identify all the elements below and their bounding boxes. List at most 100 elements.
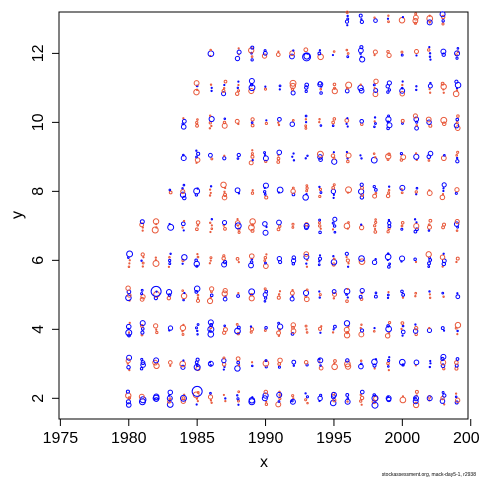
positive-residual-marker (140, 288, 144, 292)
negative-residual-marker (345, 48, 349, 52)
positive-residual-marker (125, 399, 131, 405)
negative-residual-marker (250, 55, 254, 58)
negative-residual-marker (358, 331, 365, 338)
positive-residual-marker (414, 396, 417, 400)
positive-residual-marker (414, 125, 419, 131)
positive-residual-marker (399, 184, 406, 191)
negative-residual-marker (250, 117, 255, 122)
negative-residual-marker (305, 186, 309, 190)
positive-residual-marker (388, 356, 391, 359)
positive-residual-marker (168, 262, 172, 266)
positive-residual-marker (210, 89, 213, 93)
negative-residual-marker (427, 223, 431, 227)
positive-residual-marker (441, 291, 445, 295)
negative-residual-marker (196, 391, 200, 394)
negative-residual-marker (168, 255, 171, 259)
positive-residual-marker (319, 91, 323, 95)
negative-residual-marker (426, 190, 433, 197)
negative-residual-marker (179, 324, 187, 332)
positive-residual-marker (182, 195, 187, 201)
negative-residual-marker (387, 152, 391, 156)
positive-residual-marker (126, 365, 131, 370)
positive-residual-marker (195, 357, 200, 362)
y-tick-label: 6 (30, 256, 47, 265)
negative-residual-marker (289, 290, 295, 296)
negative-residual-marker (373, 78, 379, 85)
positive-residual-marker (373, 125, 376, 129)
negative-residual-marker (208, 127, 212, 130)
positive-residual-marker (318, 358, 321, 361)
positive-residual-marker (289, 398, 296, 405)
positive-residual-marker (346, 396, 350, 400)
positive-residual-marker (428, 46, 431, 49)
negative-residual-marker (180, 292, 188, 300)
negative-residual-marker (222, 288, 228, 294)
positive-residual-marker (291, 155, 294, 158)
positive-residual-marker (195, 155, 198, 159)
positive-residual-marker (318, 218, 322, 222)
negative-residual-marker (140, 294, 146, 300)
positive-residual-marker (291, 359, 297, 365)
negative-residual-marker (331, 120, 335, 125)
positive-residual-marker (455, 159, 460, 164)
negative-residual-marker (181, 226, 184, 229)
negative-residual-marker (179, 360, 187, 368)
negative-residual-marker (195, 220, 201, 225)
positive-residual-marker (139, 367, 144, 371)
x-tick-label: 1985 (179, 430, 215, 447)
positive-residual-marker (139, 320, 146, 327)
positive-residual-marker (440, 353, 447, 360)
negative-residual-marker (155, 226, 158, 229)
positive-residual-marker (196, 364, 199, 367)
negative-residual-marker (128, 321, 131, 325)
negative-residual-marker (374, 191, 378, 195)
negative-residual-marker (372, 329, 376, 333)
negative-residual-marker (456, 114, 460, 118)
positive-residual-marker (264, 359, 268, 363)
positive-residual-marker (208, 115, 215, 123)
negative-residual-marker (428, 293, 431, 296)
negative-residual-marker (332, 291, 338, 297)
positive-residual-marker (331, 53, 335, 57)
negative-residual-marker (265, 253, 268, 256)
positive-residual-marker (167, 389, 174, 396)
negative-residual-marker (333, 86, 337, 90)
negative-residual-marker (359, 83, 362, 86)
negative-residual-marker (359, 326, 362, 330)
positive-residual-marker (292, 159, 296, 162)
positive-residual-marker (346, 117, 349, 120)
y-tick-label: 10 (30, 113, 47, 131)
positive-residual-marker (427, 229, 431, 232)
negative-residual-marker (305, 331, 309, 334)
negative-residual-marker (292, 397, 295, 400)
negative-residual-marker (221, 194, 228, 201)
positive-residual-marker (359, 45, 364, 50)
positive-residual-marker (387, 185, 391, 188)
positive-residual-marker (415, 54, 418, 57)
negative-residual-marker (222, 327, 228, 333)
negative-residual-marker (195, 298, 201, 303)
negative-residual-marker (319, 87, 323, 91)
positive-residual-marker (140, 362, 146, 368)
positive-residual-marker (360, 223, 363, 226)
positive-residual-marker (304, 82, 310, 88)
negative-residual-marker (372, 49, 378, 55)
negative-residual-marker (374, 156, 377, 159)
positive-residual-marker (304, 157, 307, 160)
positive-residual-marker (345, 150, 348, 154)
negative-residual-marker (209, 259, 212, 262)
positive-residual-marker (180, 124, 187, 130)
negative-residual-marker (235, 356, 241, 362)
negative-residual-marker (196, 293, 200, 297)
negative-residual-marker (305, 184, 309, 187)
negative-residual-marker (222, 254, 226, 258)
positive-residual-marker (196, 323, 200, 326)
negative-residual-marker (452, 90, 460, 98)
positive-residual-marker (346, 265, 350, 268)
positive-residual-marker (318, 254, 322, 257)
positive-residual-marker (181, 262, 184, 265)
negative-residual-marker (291, 225, 295, 229)
negative-residual-marker (277, 121, 280, 124)
positive-residual-marker (180, 364, 186, 370)
negative-residual-marker (387, 191, 391, 195)
